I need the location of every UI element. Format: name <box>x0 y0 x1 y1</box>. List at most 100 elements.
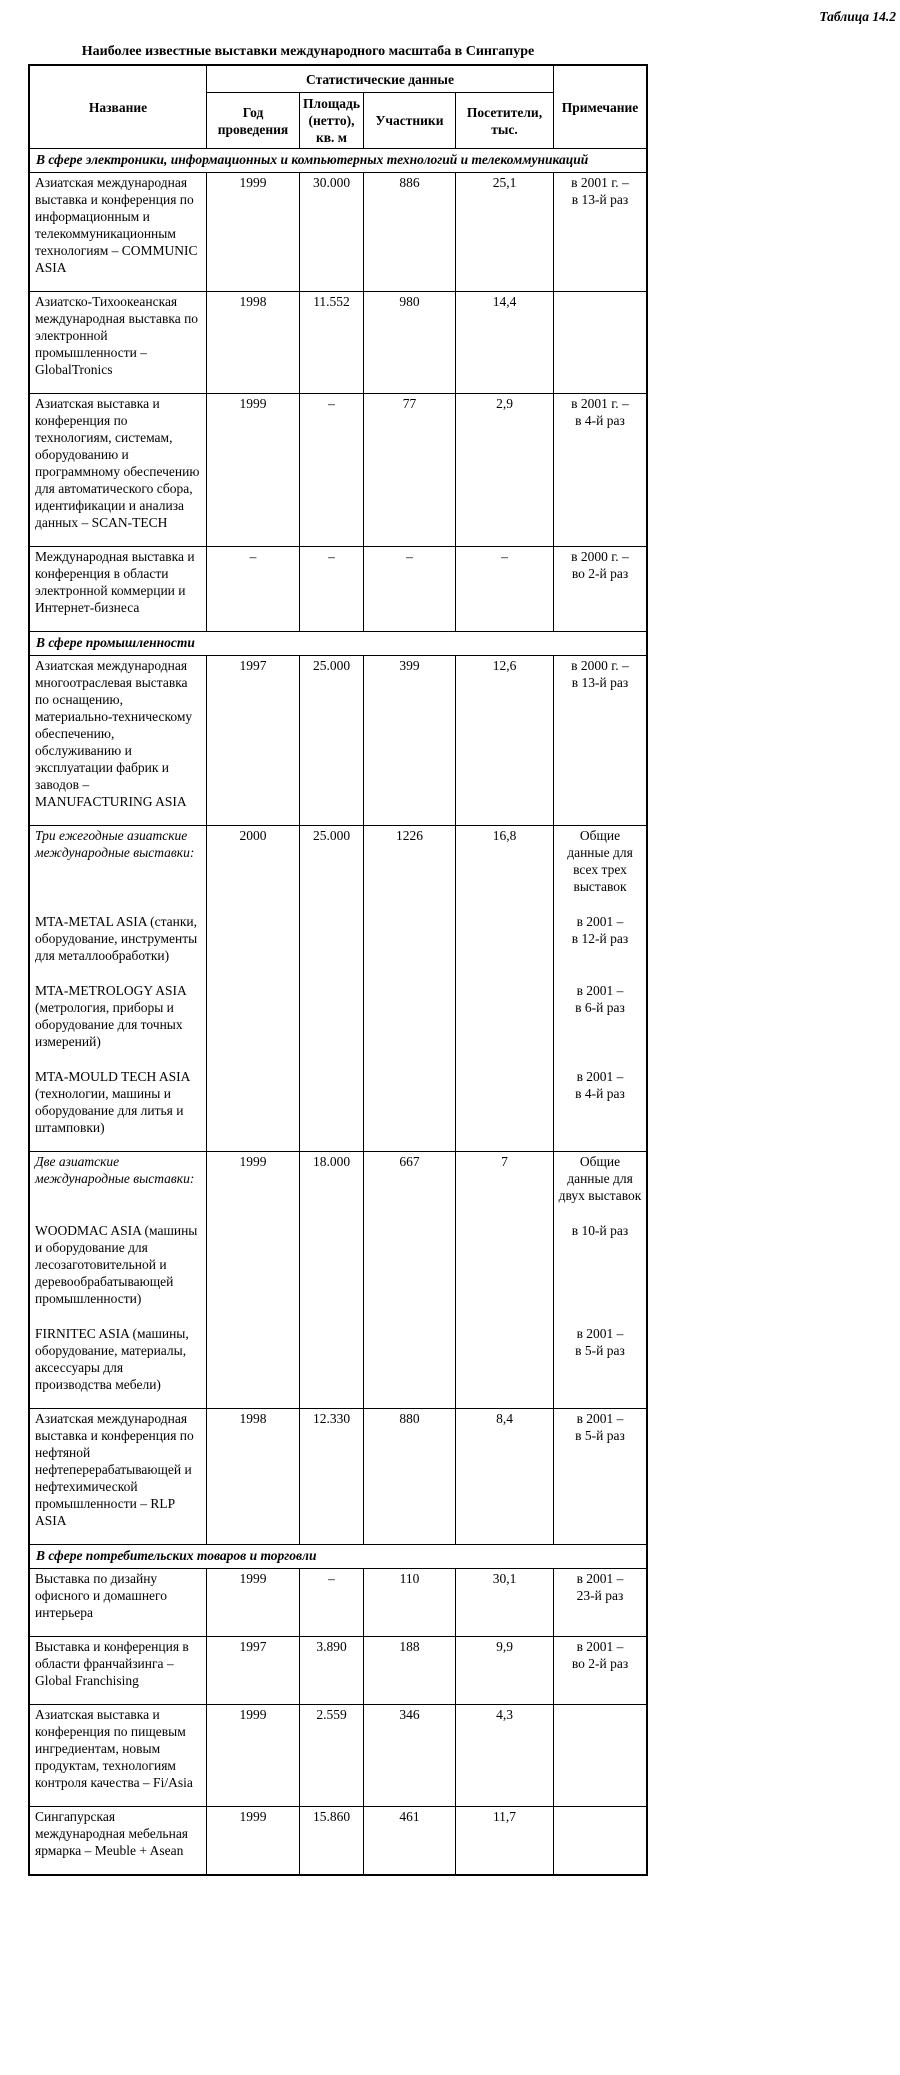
exhibition-name: Выставка и конференция в области франчай… <box>35 1639 189 1688</box>
note-cell: в 2000 г. – в 13-й раз <box>553 656 646 825</box>
area-cell: 18.000 <box>299 1152 363 1408</box>
participants-cell: 461 <box>363 1807 455 1874</box>
exhibition-name: Азиатская выставка и конференция по пище… <box>35 1707 193 1790</box>
exhibition-name: Три ежегодные азиатские международные вы… <box>35 828 195 860</box>
exhibition-name: MTA-MOULD TECH ASIA (технологии, машины … <box>35 1069 190 1135</box>
note-cell: в 2001 – в 5-й раз <box>553 1324 646 1408</box>
participants-cell: 1226 <box>363 826 455 1151</box>
area-cell: 11.552 <box>299 292 363 393</box>
section-row: В сфере электроники, информационных и ко… <box>30 148 646 172</box>
visitors-cell: 14,4 <box>455 292 553 393</box>
exhibition-name: Азиатская международная выставка и конфе… <box>35 1411 194 1528</box>
note-cell: в 2001 – в 4-й раз <box>553 1067 646 1151</box>
note-cell: в 2001 – в 12-й раз <box>553 912 646 981</box>
table-row: Выставка по дизайну офисного и домашнего… <box>30 1568 646 1636</box>
participants-cell: – <box>363 547 455 631</box>
note-cell: в 2001 – во 2-й раз <box>553 1637 646 1704</box>
column-header-participants: Участники <box>363 93 455 148</box>
visitors-cell: 9,9 <box>455 1637 553 1704</box>
table-row: Три ежегодные азиатские международные вы… <box>30 825 646 1151</box>
column-header-year: Год проведения <box>206 93 299 148</box>
exhibition-name: Азиатская выставка и конференция по техн… <box>35 396 200 530</box>
visitors-cell: 2,9 <box>455 394 553 546</box>
note-cell <box>553 1807 646 1874</box>
page-title: Наиболее известные выставки международно… <box>81 44 535 59</box>
year-cell: 1999 <box>206 1152 299 1408</box>
note-cell: Общие данные для двух выставок <box>553 1152 646 1221</box>
participants-cell: 188 <box>363 1637 455 1704</box>
table-rows: В сфере электроники, информационных и ко… <box>30 148 646 1874</box>
year-cell: 1999 <box>206 394 299 546</box>
note-cell: в 2001 г. – в 13-й раз <box>553 173 646 291</box>
column-header-name: Название <box>88 99 148 115</box>
table-row: Азиатская выставка и конференция по пище… <box>30 1704 646 1806</box>
table-row: Две азиатские международные выставки: Общ… <box>30 1151 646 1408</box>
exhibition-name: WOODMAC ASIA (машины и оборудование для … <box>35 1223 198 1306</box>
exhibitions-table: Название Статистические данные Год прове… <box>28 64 648 1876</box>
note-cell: в 2001 – в 6-й раз <box>553 981 646 1067</box>
exhibition-name: Сингапурская международная мебельная ярм… <box>35 1809 189 1858</box>
note-cell: в 2001 – в 5-й раз <box>553 1409 646 1544</box>
column-header-visitors: Посетители, тыс. <box>455 93 553 148</box>
table-row: Азиатская международная выставка и конфе… <box>30 1408 646 1544</box>
note-cell <box>553 1705 646 1806</box>
exhibition-name: FIRNITEC ASIA (машины, оборудование, мат… <box>35 1326 189 1392</box>
year-cell: 1997 <box>206 656 299 825</box>
exhibition-name: Международная выставка и конференция в о… <box>35 549 195 615</box>
section-row: В сфере потребительских товаров и торгов… <box>30 1544 646 1568</box>
year-cell: 1997 <box>206 1637 299 1704</box>
area-cell: 30.000 <box>299 173 363 291</box>
exhibition-name: MTA-METROLOGY ASIA (метрология, приборы … <box>35 983 187 1049</box>
visitors-cell: 12,6 <box>455 656 553 825</box>
exhibition-name: Азиатская международная выставка и конфе… <box>35 175 198 275</box>
participants-cell: 110 <box>363 1569 455 1636</box>
note-cell: в 2000 г. – во 2-й раз <box>553 547 646 631</box>
participants-cell: 346 <box>363 1705 455 1806</box>
table-row: Сингапурская международная мебельная ярм… <box>30 1806 646 1874</box>
column-group-statistics: Статистические данные <box>206 66 553 93</box>
table-row: Азиатская международная многоотраслевая … <box>30 655 646 825</box>
participants-cell: 667 <box>363 1152 455 1408</box>
year-cell: 1998 <box>206 292 299 393</box>
participants-cell: 886 <box>363 173 455 291</box>
year-cell: 2000 <box>206 826 299 1151</box>
note-cell: Общие данные для всех трех выставок <box>553 826 646 912</box>
note-cell: в 2001 – 23-й раз <box>553 1569 646 1636</box>
participants-cell: 880 <box>363 1409 455 1544</box>
note-cell: в 2001 г. – в 4-й раз <box>553 394 646 546</box>
visitors-cell: 8,4 <box>455 1409 553 1544</box>
table-row: Азиатская выставка и конференция по техн… <box>30 393 646 546</box>
area-cell: 12.330 <box>299 1409 363 1544</box>
participants-cell: 399 <box>363 656 455 825</box>
table-row: Выставка и конференция в области франчай… <box>30 1636 646 1704</box>
visitors-cell: – <box>455 547 553 631</box>
table-number-label: Таблица 14.2 <box>819 9 896 24</box>
area-cell: 25.000 <box>299 826 363 1151</box>
visitors-cell: 25,1 <box>455 173 553 291</box>
document-page: { "page": { "doc_label": "Таблица 14.2",… <box>0 8 900 2075</box>
exhibition-name: Азиатская международная многоотраслевая … <box>35 658 193 809</box>
year-cell: – <box>206 547 299 631</box>
visitors-cell: 30,1 <box>455 1569 553 1636</box>
area-cell: – <box>299 1569 363 1636</box>
year-cell: 1999 <box>206 1569 299 1636</box>
year-cell: 1999 <box>206 173 299 291</box>
table-header: Название Статистические данные Год прове… <box>30 66 646 148</box>
area-cell: 3.890 <box>299 1637 363 1704</box>
visitors-cell: 7 <box>455 1152 553 1408</box>
table-row: Азиатско-Тихоокеанская международная выс… <box>30 291 646 393</box>
year-cell: 1999 <box>206 1705 299 1806</box>
area-cell: – <box>299 547 363 631</box>
participants-cell: 980 <box>363 292 455 393</box>
year-cell: 1999 <box>206 1807 299 1874</box>
area-cell: 15.860 <box>299 1807 363 1874</box>
area-cell: – <box>299 394 363 546</box>
section-row: В сфере промышленности <box>30 631 646 655</box>
exhibition-name: Выставка по дизайну офисного и домашнего… <box>35 1571 167 1620</box>
area-cell: 25.000 <box>299 656 363 825</box>
visitors-cell: 11,7 <box>455 1807 553 1874</box>
exhibition-name: MTA-METAL ASIA (станки, оборудование, ин… <box>35 914 198 963</box>
column-header-note: Примечание <box>553 66 646 148</box>
table-row: Международная выставка и конференция в о… <box>30 546 646 631</box>
exhibition-name: Азиатско-Тихоокеанская международная выс… <box>35 294 199 377</box>
